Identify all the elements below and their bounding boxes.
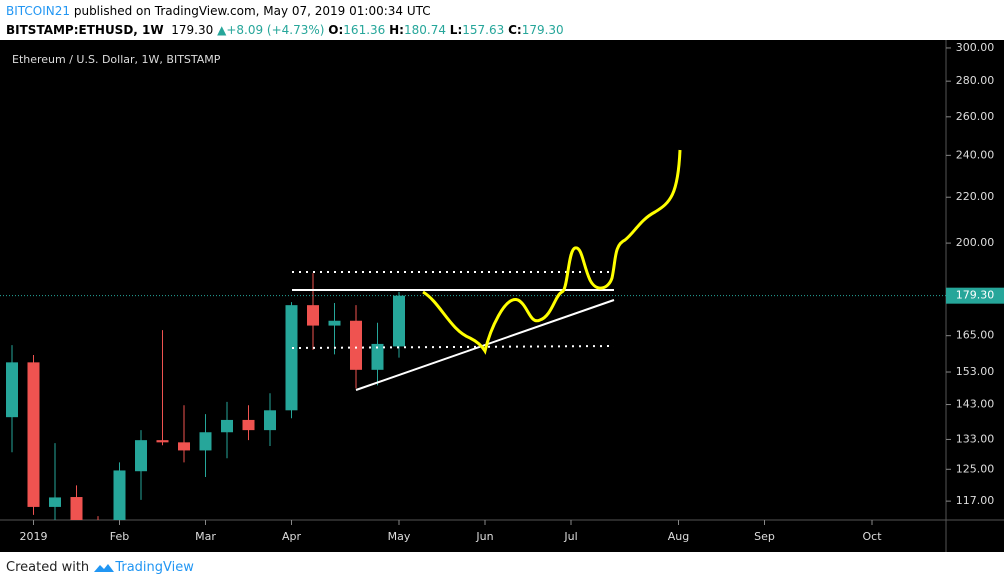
y-tick-label: 133.00	[956, 432, 995, 445]
candle-body	[307, 305, 319, 326]
header: BITCOIN21 published on TradingView.com, …	[6, 2, 564, 40]
candle-body	[199, 432, 212, 451]
publish-line: BITCOIN21 published on TradingView.com, …	[6, 2, 564, 21]
y-tick-label: 117.00	[956, 494, 995, 507]
last-price-label: 179.30	[956, 289, 995, 302]
h-label: H:	[389, 23, 404, 37]
candle-body	[178, 442, 190, 451]
candle-body	[27, 362, 40, 507]
x-tick-label: Jun	[475, 530, 493, 543]
l-label: L:	[449, 23, 463, 37]
projection-curve	[422, 149, 682, 355]
x-tick-label: May	[388, 530, 411, 543]
c-label: C:	[508, 23, 522, 37]
candle-body	[371, 343, 384, 370]
y-tick-label: 240.00	[956, 148, 995, 161]
candle-body	[6, 362, 18, 418]
x-tick-label: Oct	[862, 530, 882, 543]
symbol: BITSTAMP:ETHUSD, 1W	[6, 23, 164, 37]
x-tick-label: Feb	[110, 530, 129, 543]
c: 179.30	[521, 23, 564, 37]
y-tick-label: 220.00	[956, 190, 995, 203]
y-tick-label: 125.00	[956, 462, 995, 475]
candle-body	[70, 497, 83, 520]
candle-body	[264, 410, 276, 431]
y-tick-label: 165.00	[956, 329, 995, 342]
candle-body	[242, 419, 255, 431]
y-tick-label: 280.00	[956, 74, 995, 87]
chart: Ethereum / U.S. Dollar, 1W, BITSTAMP 117…	[0, 40, 1004, 552]
candle-body	[135, 440, 147, 472]
plot	[0, 273, 946, 520]
price: 179.30	[171, 23, 214, 37]
chart-title: Ethereum / U.S. Dollar, 1W, BITSTAMP	[12, 53, 221, 66]
dotted-support	[291, 345, 615, 349]
change: ▲+8.09 (+4.73%)	[217, 23, 325, 37]
o-label: O:	[328, 23, 344, 37]
candle-body	[49, 497, 61, 507]
candle-body	[285, 305, 298, 411]
candle-body	[113, 470, 126, 520]
quote-line: BITSTAMP:ETHUSD, 1W 179.30 ▲+8.09 (+4.73…	[6, 21, 564, 40]
y-tick-label: 153.00	[956, 365, 995, 378]
candle-body	[221, 419, 233, 433]
drawings	[291, 149, 682, 391]
published: published on TradingView.com, May 07, 20…	[73, 4, 431, 18]
last-price-box	[946, 287, 1004, 304]
candle-body	[156, 440, 169, 443]
candle-body	[350, 320, 362, 370]
author[interactable]: BITCOIN21	[6, 4, 71, 18]
change-text: +8.09 (+4.73%)	[226, 23, 325, 37]
candle-body	[393, 295, 405, 347]
y-tick-label: 143.00	[956, 398, 995, 411]
x-tick-label: Aug	[668, 530, 689, 543]
x-tick-label: Sep	[754, 530, 775, 543]
y-tick-label: 300.00	[956, 41, 995, 54]
created: Created with	[6, 560, 90, 575]
footer: Created with TradingView	[6, 560, 194, 575]
h: 180.74	[403, 23, 446, 37]
x-tick-label: Mar	[195, 530, 216, 543]
l: 157.63	[462, 23, 505, 37]
x-tick-label: 2019	[20, 530, 48, 543]
x-tick-label: Jul	[563, 530, 577, 543]
brand[interactable]: TradingView	[115, 560, 194, 575]
candle-body	[328, 320, 341, 326]
o: 161.36	[343, 23, 386, 37]
logo	[94, 563, 115, 572]
x-tick-label: Apr	[282, 530, 302, 543]
y-tick-label: 260.00	[956, 110, 995, 123]
y-tick-label: 200.00	[956, 236, 995, 249]
